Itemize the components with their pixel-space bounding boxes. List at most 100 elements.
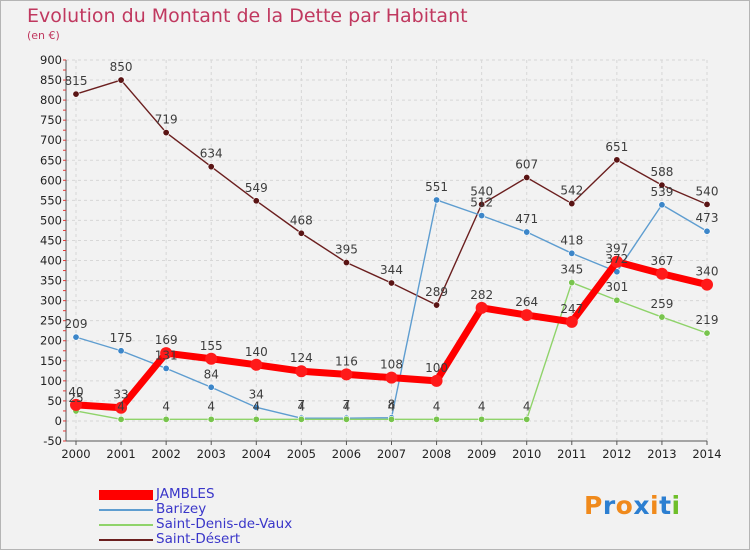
data-point — [72, 90, 80, 98]
y-tick-label: 850 — [40, 73, 62, 87]
y-tick-label: 0 — [55, 414, 62, 428]
y-tick-label: 600 — [40, 173, 62, 187]
data-label: 4 — [162, 399, 170, 413]
data-label: 512 — [470, 196, 493, 210]
data-point — [478, 212, 486, 220]
data-label: 607 — [515, 158, 538, 172]
data-point — [523, 415, 531, 423]
data-point — [568, 200, 576, 208]
data-point — [207, 163, 215, 171]
data-point — [433, 301, 441, 309]
y-tick-label: 550 — [40, 193, 62, 207]
legend-swatch — [99, 524, 153, 526]
y-tick-label: 750 — [40, 113, 62, 127]
data-point — [115, 401, 128, 414]
x-tick-label: 2005 — [287, 447, 316, 461]
data-label: 468 — [290, 213, 313, 227]
legend-label: Saint-Désert — [156, 531, 241, 547]
data-point — [252, 403, 260, 411]
data-point — [252, 197, 260, 205]
x-tick-label: 2008 — [422, 447, 451, 461]
data-point — [342, 415, 350, 423]
data-point — [703, 329, 711, 337]
y-tick-label: 800 — [40, 93, 62, 107]
data-point — [207, 383, 215, 391]
data-point — [72, 333, 80, 341]
y-tick-label: 300 — [40, 294, 62, 308]
y-tick-label: 50 — [47, 394, 62, 408]
y-tick-label: 650 — [40, 153, 62, 167]
data-label: 588 — [650, 165, 673, 179]
data-point — [205, 352, 218, 365]
y-tick-label: 500 — [40, 213, 62, 227]
data-point — [658, 181, 666, 189]
axes: -50 0 50 100 150 200 250 300 350 400 450 500 550 600 6… — [40, 53, 722, 461]
data-point — [523, 174, 531, 182]
data-label: 815 — [65, 74, 88, 88]
data-label: 25 — [68, 391, 83, 405]
data-label: 651 — [605, 140, 628, 154]
data-label: 345 — [560, 263, 583, 277]
data-point — [387, 415, 395, 423]
data-point — [433, 196, 441, 204]
data-label: 259 — [650, 297, 673, 311]
data-label: 4 — [523, 399, 531, 413]
y-tick-label: 100 — [40, 374, 62, 388]
x-tick-label: 2009 — [467, 447, 496, 461]
data-label: 40 — [68, 385, 83, 399]
legend-swatch — [99, 509, 153, 511]
data-point — [162, 129, 170, 137]
data-label: 247 — [560, 302, 583, 316]
data-label: 634 — [200, 147, 223, 161]
data-point — [385, 371, 398, 384]
data-point — [430, 374, 443, 387]
data-label: 372 — [605, 252, 628, 266]
data-label: 549 — [245, 181, 268, 195]
x-tick-label: 2010 — [512, 447, 541, 461]
data-point — [613, 156, 621, 164]
data-label: 4 — [388, 399, 396, 413]
x-tick-label: 2007 — [377, 447, 406, 461]
logo-letter: t — [659, 491, 672, 520]
data-point — [297, 415, 305, 423]
y-tick-label: 700 — [40, 133, 62, 147]
data-point — [342, 259, 350, 267]
logo-letter: x — [633, 491, 650, 520]
data-label: 850 — [110, 60, 133, 74]
chart-unit: (en €) — [27, 29, 60, 42]
data-label: 8 — [388, 398, 396, 412]
data-point — [613, 296, 621, 304]
data-label: 264 — [515, 295, 538, 309]
data-label: 4 — [433, 399, 441, 413]
data-label: 367 — [650, 254, 673, 268]
data-label: 84 — [204, 367, 219, 381]
data-point — [340, 368, 353, 381]
logo-letter: r — [602, 491, 616, 520]
y-tick-label: 250 — [40, 314, 62, 328]
data-label: 209 — [65, 317, 88, 331]
x-tick-label: 2006 — [332, 447, 361, 461]
data-point — [250, 358, 263, 371]
data-point — [252, 415, 260, 423]
data-point — [655, 267, 668, 280]
data-point — [475, 301, 488, 314]
y-tick-label: 200 — [40, 334, 62, 348]
series — [70, 76, 713, 423]
data-point — [703, 227, 711, 235]
data-label: 7 — [298, 398, 306, 412]
data-labels: 8158507196345494683953442895406075426515… — [65, 60, 719, 413]
data-label: 175 — [110, 331, 133, 345]
data-label: 219 — [696, 313, 719, 327]
data-label: 131 — [155, 348, 178, 362]
data-label: 4 — [252, 399, 260, 413]
data-label: 4 — [117, 399, 125, 413]
data-label: 344 — [380, 263, 403, 277]
data-label: 155 — [200, 339, 223, 353]
data-label: 7 — [343, 398, 351, 412]
x-tick-label: 2014 — [692, 447, 721, 461]
chart-title: Evolution du Montant de la Dette par Hab… — [27, 5, 468, 27]
data-label: 471 — [515, 212, 538, 226]
data-label: 397 — [605, 242, 628, 256]
